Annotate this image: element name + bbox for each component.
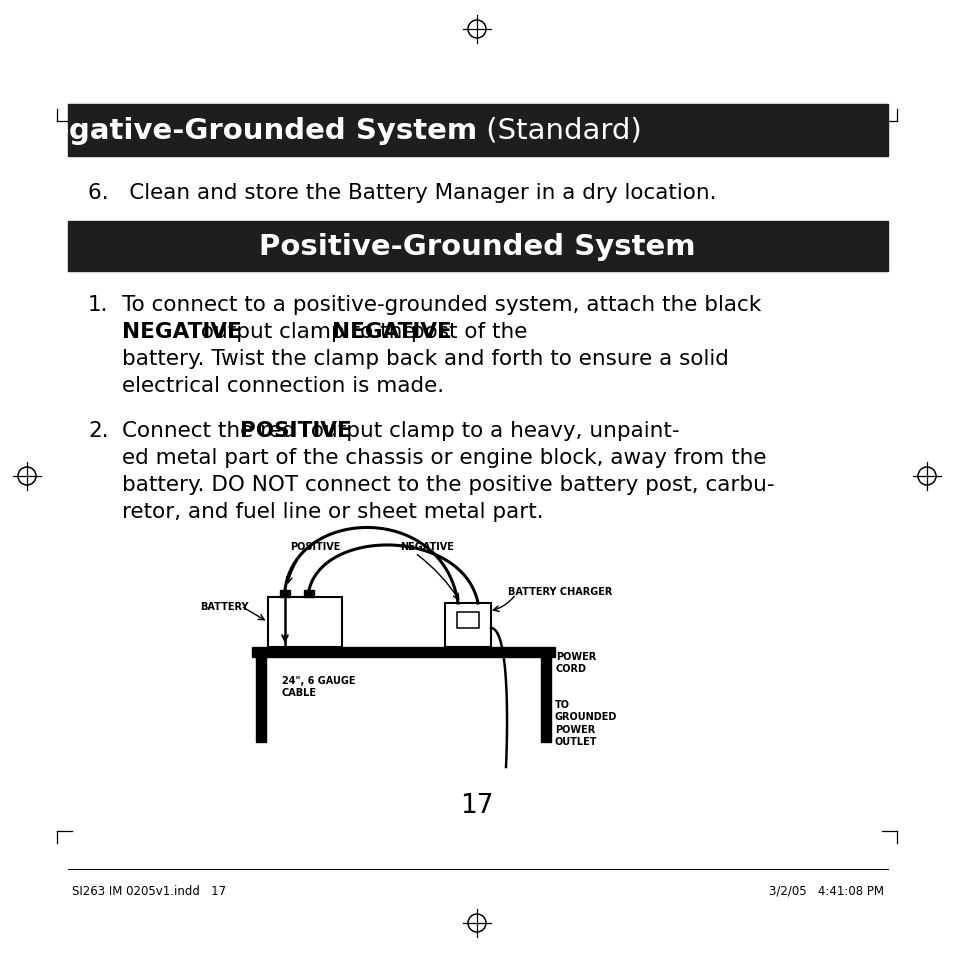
- Bar: [255, 658, 266, 742]
- Text: TO
GROUNDED
POWER
OUTLET: TO GROUNDED POWER OUTLET: [555, 700, 617, 746]
- Text: NEGATIVE: NEGATIVE: [332, 322, 452, 341]
- Text: battery. DO NOT connect to the positive battery post, carbu-: battery. DO NOT connect to the positive …: [122, 475, 774, 495]
- Bar: [540, 658, 551, 742]
- Text: Negative-Grounded System: Negative-Grounded System: [25, 117, 476, 145]
- Text: 1.: 1.: [88, 294, 109, 314]
- Bar: [456, 613, 478, 628]
- Text: BATTERY: BATTERY: [200, 601, 248, 612]
- Text: Positive-Grounded System: Positive-Grounded System: [258, 233, 695, 261]
- Text: (Standard): (Standard): [476, 117, 641, 145]
- Bar: [252, 647, 555, 658]
- Text: POSITIVE: POSITIVE: [290, 541, 340, 552]
- Text: ed metal part of the chassis or engine block, away from the: ed metal part of the chassis or engine b…: [122, 448, 765, 468]
- Bar: [444, 603, 491, 647]
- Text: output clamp to a heavy, unpaint-: output clamp to a heavy, unpaint-: [304, 420, 679, 440]
- Text: To connect to a positive-grounded system, attach the black: To connect to a positive-grounded system…: [122, 294, 760, 314]
- Text: 2.: 2.: [88, 420, 109, 440]
- Text: Connect the red: Connect the red: [122, 420, 302, 440]
- Text: electrical connection is made.: electrical connection is made.: [122, 375, 444, 395]
- Text: 24", 6 GAUGE
CABLE: 24", 6 GAUGE CABLE: [282, 676, 355, 698]
- Bar: [68, 105, 887, 157]
- Text: post of the: post of the: [403, 322, 527, 341]
- Text: SI263 IM 0205v1.indd   17: SI263 IM 0205v1.indd 17: [71, 884, 226, 897]
- Text: BATTERY CHARGER: BATTERY CHARGER: [507, 586, 612, 597]
- Text: POSITIVE: POSITIVE: [240, 420, 352, 440]
- Bar: [268, 598, 341, 647]
- Text: NEGATIVE: NEGATIVE: [122, 322, 241, 341]
- Text: NEGATIVE: NEGATIVE: [399, 541, 454, 552]
- Text: POWER
CORD: POWER CORD: [556, 651, 596, 674]
- Text: 6.   Clean and store the Battery Manager in a dry location.: 6. Clean and store the Battery Manager i…: [88, 183, 716, 203]
- Bar: [68, 222, 887, 272]
- Text: battery. Twist the clamp back and forth to ensure a solid: battery. Twist the clamp back and forth …: [122, 349, 728, 369]
- Text: 3/2/05   4:41:08 PM: 3/2/05 4:41:08 PM: [768, 884, 883, 897]
- Text: retor, and fuel line or sheet metal part.: retor, and fuel line or sheet metal part…: [122, 501, 543, 521]
- Text: output clamp to the: output clamp to the: [193, 322, 422, 341]
- Text: 17: 17: [459, 792, 494, 818]
- Bar: [280, 590, 290, 598]
- Bar: [304, 590, 314, 598]
